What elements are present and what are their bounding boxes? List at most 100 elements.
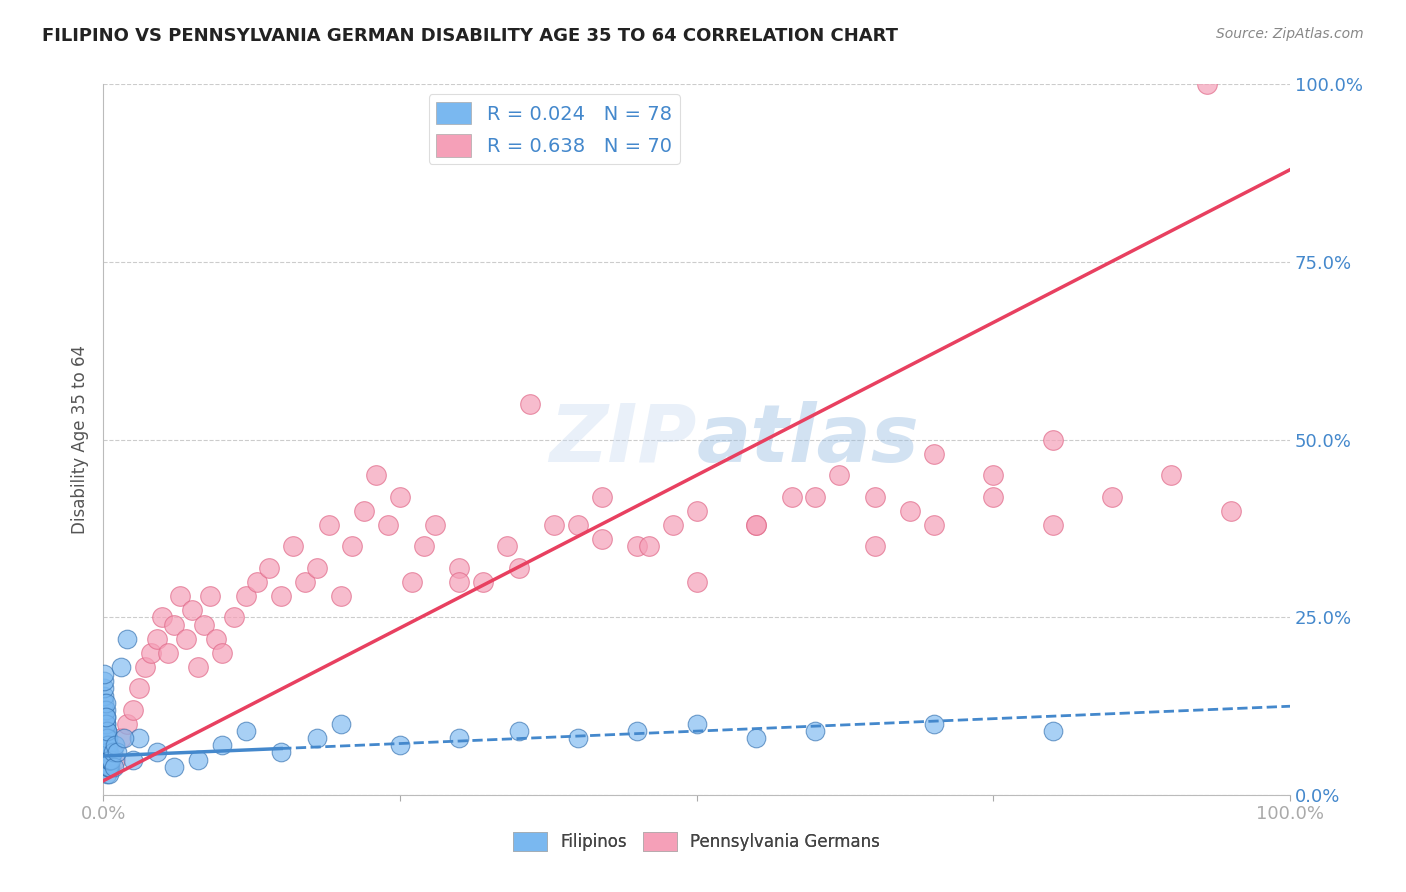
Point: [96, 752, 118, 766]
Point: [519, 397, 541, 411]
Point: [294, 574, 316, 589]
Point: [471, 574, 494, 589]
Point: [626, 539, 648, 553]
Point: [211, 739, 233, 753]
Point: [96, 746, 118, 760]
Point: [388, 490, 411, 504]
Point: [134, 660, 156, 674]
Point: [685, 717, 707, 731]
Point: [98, 759, 121, 773]
Point: [93, 667, 115, 681]
Point: [152, 610, 174, 624]
Point: [115, 632, 138, 646]
Text: ZIP: ZIP: [550, 401, 696, 479]
Point: [366, 468, 388, 483]
Point: [121, 703, 143, 717]
Point: [1042, 724, 1064, 739]
Point: [97, 759, 120, 773]
Point: [508, 560, 530, 574]
Point: [685, 574, 707, 589]
Point: [97, 759, 120, 773]
Point: [318, 518, 340, 533]
Point: [98, 752, 121, 766]
Point: [270, 746, 292, 760]
Point: [591, 490, 613, 504]
Point: [103, 759, 125, 773]
Point: [98, 752, 121, 766]
Point: [98, 752, 121, 766]
Point: [804, 724, 827, 739]
Point: [187, 752, 209, 766]
Point: [114, 731, 136, 746]
Point: [508, 724, 530, 739]
Point: [198, 589, 221, 603]
Point: [412, 539, 434, 553]
Point: [193, 617, 215, 632]
Point: [93, 731, 115, 746]
Point: [93, 689, 115, 703]
Point: [1219, 504, 1241, 518]
Point: [94, 739, 117, 753]
Point: [98, 752, 121, 766]
Point: [96, 739, 118, 753]
Legend: Filipinos, Pennsylvania Germans: Filipinos, Pennsylvania Germans: [506, 825, 887, 858]
Point: [93, 724, 115, 739]
Point: [211, 646, 233, 660]
Point: [1195, 78, 1218, 92]
Point: [157, 646, 180, 660]
Point: [305, 731, 328, 746]
Point: [449, 560, 471, 574]
Point: [1042, 518, 1064, 533]
Point: [259, 560, 281, 574]
Point: [93, 674, 115, 689]
Point: [128, 731, 150, 746]
Point: [145, 632, 167, 646]
Point: [163, 759, 186, 773]
Point: [780, 490, 803, 504]
Point: [1160, 468, 1182, 483]
Point: [981, 490, 1004, 504]
Point: [93, 696, 115, 710]
Text: Source: ZipAtlas.com: Source: ZipAtlas.com: [1216, 27, 1364, 41]
Point: [97, 759, 120, 773]
Y-axis label: Disability Age 35 to 64: Disability Age 35 to 64: [72, 345, 89, 534]
Point: [94, 724, 117, 739]
Point: [121, 752, 143, 766]
Point: [591, 533, 613, 547]
Point: [898, 504, 921, 518]
Point: [94, 710, 117, 724]
Point: [388, 739, 411, 753]
Point: [922, 518, 945, 533]
Point: [94, 752, 117, 766]
Point: [98, 746, 121, 760]
Point: [922, 717, 945, 731]
Point: [567, 731, 589, 746]
Point: [96, 746, 118, 760]
Point: [110, 731, 132, 746]
Point: [205, 632, 228, 646]
Point: [115, 717, 138, 731]
Point: [97, 746, 120, 760]
Point: [96, 731, 118, 746]
Text: FILIPINO VS PENNSYLVANIA GERMAN DISABILITY AGE 35 TO 64 CORRELATION CHART: FILIPINO VS PENNSYLVANIA GERMAN DISABILI…: [42, 27, 898, 45]
Point: [128, 681, 150, 696]
Point: [96, 746, 118, 760]
Point: [329, 717, 352, 731]
Point: [638, 539, 661, 553]
Point: [96, 724, 118, 739]
Point: [981, 468, 1004, 483]
Point: [94, 717, 117, 731]
Point: [187, 660, 209, 674]
Point: [98, 766, 121, 780]
Point: [163, 617, 186, 632]
Point: [94, 696, 117, 710]
Point: [342, 539, 364, 553]
Point: [922, 447, 945, 461]
Point: [174, 632, 197, 646]
Point: [93, 681, 115, 696]
Point: [863, 539, 886, 553]
Point: [745, 518, 768, 533]
Point: [94, 731, 117, 746]
Point: [139, 646, 162, 660]
Point: [96, 739, 118, 753]
